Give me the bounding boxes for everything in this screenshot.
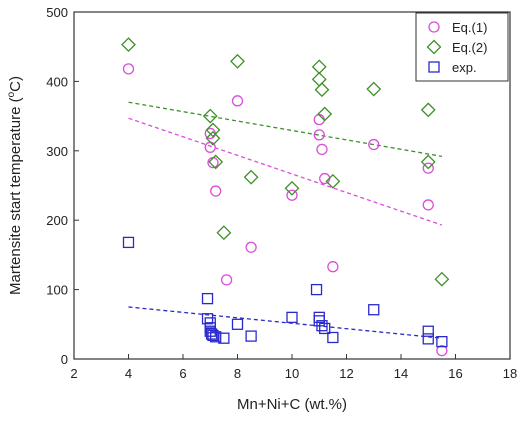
data-point bbox=[243, 169, 259, 185]
data-point bbox=[210, 331, 222, 343]
data-point bbox=[220, 274, 233, 286]
plot-frame bbox=[73, 11, 511, 360]
data-point bbox=[231, 95, 244, 107]
data-point bbox=[317, 106, 333, 122]
data-point bbox=[420, 154, 436, 170]
legend-label: exp. bbox=[452, 60, 477, 75]
data-point bbox=[316, 143, 328, 156]
data-point bbox=[436, 335, 448, 348]
data-point bbox=[201, 292, 214, 305]
trend-line bbox=[128, 306, 442, 339]
legend-marker bbox=[428, 21, 440, 33]
y-tick-label: 400 bbox=[46, 74, 68, 89]
data-point bbox=[208, 154, 224, 170]
data-point bbox=[311, 59, 327, 75]
x-tick-label: 2 bbox=[70, 366, 77, 381]
y-tick-label: 200 bbox=[46, 213, 68, 228]
legend-marker bbox=[428, 61, 440, 73]
data-point bbox=[420, 102, 436, 118]
data-point bbox=[325, 173, 341, 189]
data-points bbox=[121, 37, 450, 357]
data-point bbox=[314, 82, 330, 98]
tick-labels: 2 4 6 8 10 12 14 16 18 0 100 200 300 400 500 bbox=[46, 5, 517, 381]
data-point bbox=[122, 63, 135, 75]
data-point bbox=[205, 328, 218, 340]
y-axis-title: Martensite start temperature (oC) bbox=[6, 76, 24, 295]
data-point bbox=[313, 129, 325, 141]
trend-line bbox=[128, 101, 442, 157]
y-tick-label: 500 bbox=[46, 5, 68, 20]
data-point bbox=[327, 261, 339, 273]
data-point bbox=[218, 332, 230, 344]
x-axis-title: Mn+Ni+C (wt.%) bbox=[237, 396, 347, 413]
x-tick-label: 16 bbox=[448, 366, 462, 381]
data-point bbox=[310, 283, 323, 296]
data-point bbox=[327, 331, 339, 344]
legend: Eq.(1) Eq.(2) exp. bbox=[415, 12, 509, 82]
data-point bbox=[245, 330, 257, 342]
y-tick-label: 100 bbox=[46, 283, 68, 298]
data-point bbox=[368, 138, 380, 151]
trend-lines bbox=[128, 101, 443, 339]
data-point bbox=[121, 37, 136, 53]
legend-items: Eq.(1) Eq.(2) exp. bbox=[426, 20, 487, 75]
y-tick-label: 0 bbox=[61, 352, 68, 367]
legend-marker bbox=[426, 39, 442, 55]
x-tick-label: 12 bbox=[339, 366, 353, 381]
data-point bbox=[422, 325, 434, 337]
data-point bbox=[205, 122, 221, 138]
data-point bbox=[245, 241, 257, 253]
data-point bbox=[207, 329, 219, 342]
y-axis-title-degree: o bbox=[6, 91, 17, 97]
legend-box bbox=[415, 12, 509, 82]
legend-label: Eq.(2) bbox=[452, 40, 487, 55]
data-point bbox=[316, 320, 328, 332]
data-point bbox=[216, 225, 232, 241]
data-point bbox=[210, 185, 222, 197]
data-point bbox=[436, 345, 448, 357]
y-axis-title-unit: C) bbox=[7, 76, 24, 92]
data-point bbox=[286, 311, 298, 324]
data-point bbox=[422, 199, 434, 211]
legend-label: Eq.(1) bbox=[452, 20, 487, 35]
data-point bbox=[311, 71, 327, 87]
data-point bbox=[231, 318, 244, 330]
data-point bbox=[319, 322, 331, 335]
x-tick-label: 14 bbox=[394, 366, 408, 381]
data-point bbox=[368, 304, 380, 316]
data-point bbox=[286, 189, 298, 201]
x-tick-label: 10 bbox=[285, 366, 299, 381]
data-point bbox=[434, 271, 450, 287]
data-point bbox=[230, 53, 245, 69]
x-tick-label: 18 bbox=[503, 366, 517, 381]
data-point bbox=[202, 108, 218, 124]
data-point bbox=[422, 333, 434, 345]
data-point bbox=[284, 180, 300, 196]
data-point bbox=[422, 162, 434, 174]
x-tick-label: 4 bbox=[125, 366, 132, 381]
y-tick-label: 300 bbox=[46, 144, 68, 159]
data-point bbox=[366, 81, 382, 97]
x-tick-label: 8 bbox=[234, 366, 241, 381]
data-point bbox=[313, 113, 325, 126]
data-point bbox=[201, 313, 214, 325]
x-tick-label: 6 bbox=[179, 366, 186, 381]
axis-ticks bbox=[73, 11, 511, 360]
trend-line bbox=[128, 117, 443, 226]
data-point bbox=[319, 172, 331, 185]
y-axis-title-main: Martensite start temperature ( bbox=[7, 97, 24, 295]
data-point bbox=[122, 236, 135, 249]
data-point bbox=[205, 130, 221, 146]
